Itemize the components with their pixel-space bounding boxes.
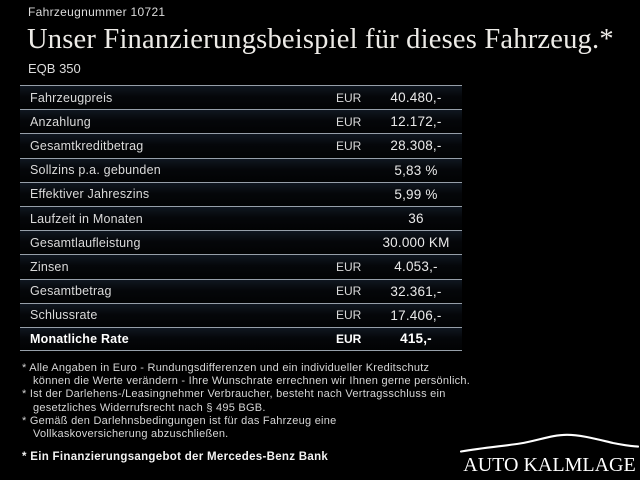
row-label: Laufzeit in Monaten [30,211,143,226]
vehicle-model: EQB 350 [28,61,81,76]
table-row: Effektiver Jahreszins 5,99 % [20,181,462,206]
footnote-line: Vollkaskoversicherung abzuschließen. [33,428,229,441]
row-label: Schlussrate [30,308,98,323]
row-label: Gesamtbetrag [30,284,112,299]
table-row: Schlussrate EUR 17.406,- [20,302,462,327]
footnote-line: gesetzliches Widerrufsrecht nach § 495 B… [33,401,266,414]
table-row: Gesamtlaufleistung 30.000 KM [20,230,462,255]
footnote-line: * Ist der Darlehens-/Leasingnehmer Verbr… [22,388,446,401]
bank-note: * Ein Finanzierungsangebot der Mercedes-… [22,451,329,463]
row-value: 30.000 KM [382,235,450,251]
row-value: 32.361,- [390,283,442,299]
footnotes: * Alle Angaben in Euro - Rundungsdiffere… [22,362,477,441]
table-row: Monatliche Rate EUR 415,- [20,326,462,352]
dealer-logo: AUTO KALMLAGE [460,430,639,477]
footnote-item: * Gemäß den Darlehnsbedingungen ist für … [22,415,477,441]
table-row: Gesamtbetrag EUR 32.361,- [20,278,462,303]
row-value: 28.308,- [390,138,442,154]
row-value: 40.480,- [390,90,442,106]
row-label: Fahrzeugpreis [30,90,113,105]
row-label: Effektiver Jahreszins [30,187,150,202]
row-value: 5,99 % [394,186,438,202]
currency-label: EUR [336,308,362,323]
page-title: Unser Finanzierungsbeispiel für dieses F… [27,24,614,55]
table-row: Fahrzeugpreis EUR 40.480,- [20,85,462,110]
row-value: 36 [408,211,424,227]
currency-label: EUR [336,114,362,129]
footnote-item: * Ist der Darlehens-/Leasingnehmer Verbr… [22,388,477,414]
footnote-line: * Alle Angaben in Euro - Rundungsdiffere… [22,362,430,374]
table-row: Zinsen EUR 4.053,- [20,254,462,279]
row-value: 17.406,- [390,307,442,323]
footnote-line: * Gemäß den Darlehnsbedingungen ist für … [22,414,337,427]
row-value: 415,- [400,331,432,347]
row-label: Gesamtlaufleistung [30,235,141,250]
row-label: Anzahlung [30,114,91,129]
row-label: Sollzins p.a. gebunden [30,163,161,178]
vehicle-number: Fahrzeugnummer 10721 [28,5,166,19]
car-silhouette-icon [460,433,639,453]
footnote-item: * Alle Angaben in Euro - Rundungsdiffere… [22,362,477,388]
table-row: Laufzeit in Monaten 36 [20,205,462,231]
row-label: Monatliche Rate [30,331,129,346]
row-value: 5,83 % [394,162,438,178]
currency-label: EUR [336,331,362,346]
finance-table: Fahrzeugpreis EUR 40.480,- Anzahlung EUR 12.1… [20,85,462,352]
table-row: Gesamtkreditbetrag EUR 28.308,- [20,133,462,158]
dealer-name: AUTO KALMLAGE [463,454,636,476]
row-value: 4.053,- [394,259,438,275]
currency-label: EUR [336,138,362,153]
currency-label: EUR [336,90,362,105]
table-row: Sollzins p.a. gebunden 5,83 % [20,157,462,182]
row-label: Zinsen [30,259,69,274]
currency-label: EUR [336,259,362,274]
row-label: Gesamtkreditbetrag [30,138,144,153]
footnote-line: können die Werte verändern - Ihre Wunsch… [33,375,471,388]
table-row: Anzahlung EUR 12.172,- [20,109,462,134]
row-value: 12.172,- [390,114,442,130]
currency-label: EUR [336,284,362,299]
